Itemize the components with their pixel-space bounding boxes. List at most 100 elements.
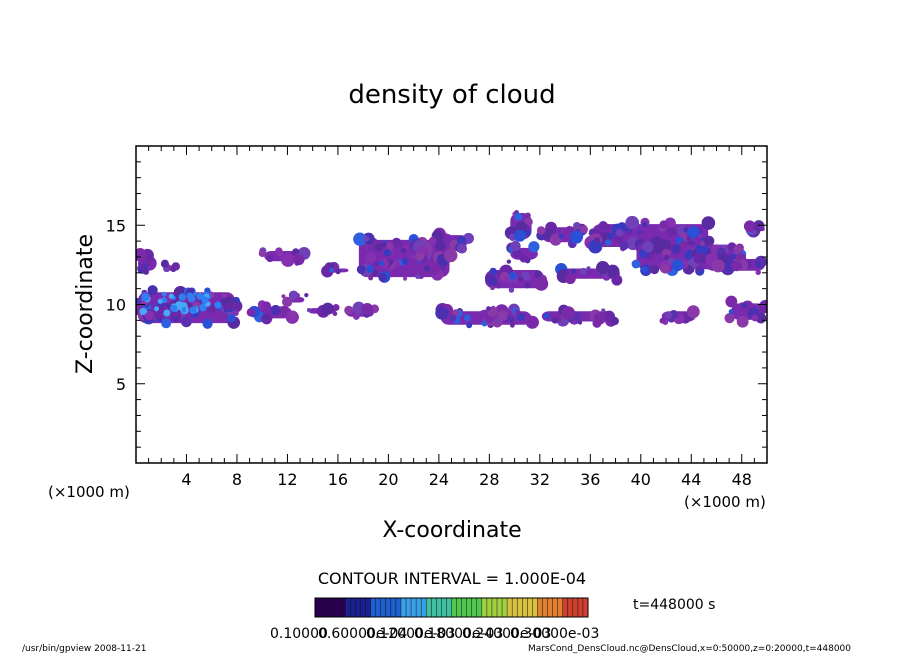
color-bar-label: 0.10000 <box>270 626 328 642</box>
color-bar-segment <box>370 598 376 617</box>
cloud-cell <box>733 244 743 255</box>
cloud-cell <box>642 241 654 253</box>
color-bar-segment <box>411 598 417 617</box>
cloud-cell <box>615 228 624 237</box>
color-bar-segment <box>400 598 407 617</box>
color-bar-segment <box>431 598 437 617</box>
cloud-cell <box>671 259 684 272</box>
cloud-cell <box>186 302 192 308</box>
color-bar-segment <box>557 598 564 617</box>
cloud-cell <box>536 226 546 235</box>
cloud-cell <box>424 265 431 272</box>
footer-source: MarsCond_DensCloud.nc@DensCloud,x=0:5000… <box>528 644 851 654</box>
color-bar-segment <box>532 598 538 617</box>
x-tick-label: 44 <box>681 470 701 489</box>
color-bar-segment <box>562 598 569 617</box>
cloud-cell <box>227 314 236 323</box>
cloud-cell <box>755 269 761 276</box>
cloud-cell <box>222 294 227 299</box>
cloud-cell <box>202 318 213 329</box>
cloud-cell <box>534 276 549 291</box>
color-bar-label: 0.30000e-03 <box>510 626 599 642</box>
cloud-cell <box>524 282 531 289</box>
cloud-cell <box>513 278 519 284</box>
cloud-core-cell <box>178 293 187 301</box>
cloud-density-field <box>136 210 767 329</box>
color-bar-segment <box>390 598 397 617</box>
cloud-cell <box>561 306 575 320</box>
cloud-cell <box>625 215 640 230</box>
cloud-cell <box>586 270 591 275</box>
cloud-cell <box>449 314 457 322</box>
color-bar-segment <box>491 598 498 617</box>
cloud-cell <box>400 247 407 254</box>
cloud-cell <box>671 244 682 255</box>
cloud-cell <box>701 216 716 230</box>
color-bar-segment <box>512 598 518 617</box>
color-bar-segment <box>461 598 467 617</box>
cloud-cell <box>695 243 709 256</box>
cloud-cell <box>289 311 297 318</box>
cloud-cell <box>565 225 574 235</box>
cloud-cell <box>549 233 562 246</box>
cloud-cell <box>551 317 559 324</box>
cloud-cell <box>614 234 624 244</box>
cloud-cell <box>725 295 738 308</box>
cloud-cell <box>699 241 706 247</box>
cloud-cell <box>306 308 312 313</box>
cloud-cell <box>611 274 623 286</box>
cloud-cell <box>506 315 512 321</box>
cloud-cell <box>261 301 271 311</box>
color-bar-segment <box>340 598 346 617</box>
cloud-cell <box>224 303 231 311</box>
cloud-cell <box>266 255 274 263</box>
cloud-cell <box>456 236 467 246</box>
cloud-cell <box>352 313 360 320</box>
cloud-cell <box>519 254 528 263</box>
cloud-cell <box>683 227 689 233</box>
cloud-core-cell <box>168 293 174 299</box>
cloud-cell <box>524 229 532 237</box>
cloud-cell <box>588 239 603 254</box>
x-tick-label: 24 <box>429 470 449 489</box>
color-bar-segment <box>497 598 503 617</box>
color-bar-segment <box>577 598 584 617</box>
color-bar-segment <box>542 598 548 617</box>
color-bar-segment <box>446 598 452 617</box>
cloud-core-cell <box>161 291 167 297</box>
cloud-cell <box>456 243 467 254</box>
cloud-cell <box>321 302 334 315</box>
cloud-core-cell <box>186 292 194 300</box>
cloud-cell <box>411 254 416 260</box>
cloud-cell <box>610 317 619 326</box>
cloud-cell <box>161 318 172 329</box>
contour-interval: CONTOUR INTERVAL = 1.000E-04 <box>318 569 586 588</box>
cloud-cell <box>506 259 512 264</box>
y-axis-label: Z-coordinate <box>73 234 98 374</box>
cloud-cell <box>636 229 643 236</box>
cloud-cell <box>373 260 379 267</box>
cloud-cell <box>493 318 499 324</box>
cloud-cell <box>391 237 402 248</box>
x-unit-left: (×1000 m) <box>48 483 130 501</box>
cloud-cell <box>426 261 441 276</box>
cloud-cell <box>558 233 564 239</box>
color-bar-segment <box>456 598 462 617</box>
cloud-cell <box>659 220 668 229</box>
cloud-cell <box>686 305 700 319</box>
cloud-cell <box>598 221 608 230</box>
cloud-cell <box>573 231 584 241</box>
y-tick-label: 15 <box>106 216 126 235</box>
cloud-core-cell <box>201 297 208 304</box>
cloud-cell <box>386 242 394 250</box>
color-bar-segment <box>441 598 447 617</box>
color-bar-label: 0.60000e-04 <box>318 626 407 642</box>
color-bar-segment <box>471 598 478 617</box>
color-bar-segment <box>502 598 508 617</box>
color-bar-segment <box>476 598 483 617</box>
cloud-cell <box>263 314 270 320</box>
cloud-cell <box>687 226 700 239</box>
color-bar-segment <box>335 598 341 617</box>
cloud-cell <box>515 221 528 233</box>
color-bar-segment <box>365 598 371 617</box>
